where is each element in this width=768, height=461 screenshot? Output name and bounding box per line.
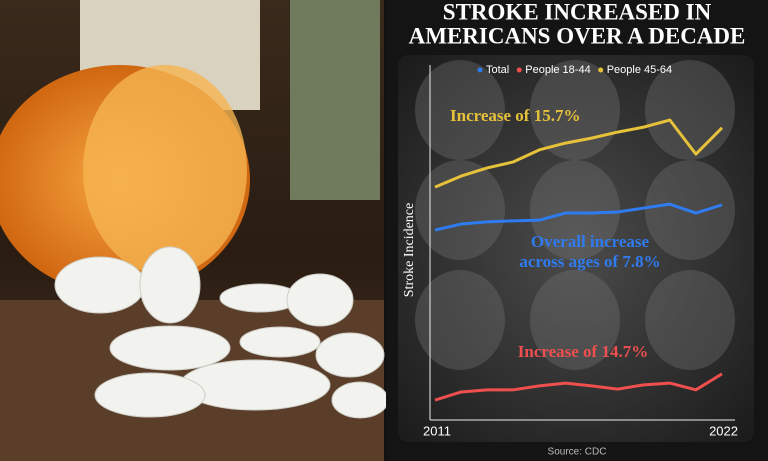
photo <box>0 0 389 461</box>
y-axis-label: Stroke Incidence <box>402 203 417 297</box>
pill <box>331 381 389 419</box>
bottle-opening <box>83 65 247 275</box>
source: Source: CDC <box>548 447 607 458</box>
annotation: Increase of 14.7% <box>518 342 648 361</box>
legend-marker <box>477 67 483 73</box>
chart-title: AMERICANS OVER A DECADE <box>409 23 746 48</box>
x-tick-label: 2022 <box>709 423 738 438</box>
legend-label: Total <box>486 64 509 76</box>
legend-marker <box>516 67 522 73</box>
annotation: Overall increase <box>531 232 650 251</box>
series-line <box>434 372 723 402</box>
pill <box>286 273 354 327</box>
pill <box>94 372 206 418</box>
pill <box>139 246 201 324</box>
pill <box>315 332 385 378</box>
pill <box>239 326 321 358</box>
legend-label: People 18-44 <box>525 64 590 76</box>
chart-title: STROKE INCREASED IN <box>443 0 712 24</box>
pill <box>54 256 146 314</box>
legend-marker <box>598 67 604 73</box>
annotation: Increase of 15.7% <box>450 106 580 125</box>
pill <box>109 325 231 371</box>
scan-images <box>415 60 735 370</box>
series-line <box>434 202 723 232</box>
x-tick-label: 2011 <box>423 423 451 438</box>
pills <box>54 246 389 419</box>
annotation: across ages of 7.8% <box>519 252 660 271</box>
scan-panel <box>398 55 754 442</box>
label-bottle <box>290 0 380 200</box>
legend-label: People 45-64 <box>607 64 672 76</box>
series-line <box>434 118 724 189</box>
